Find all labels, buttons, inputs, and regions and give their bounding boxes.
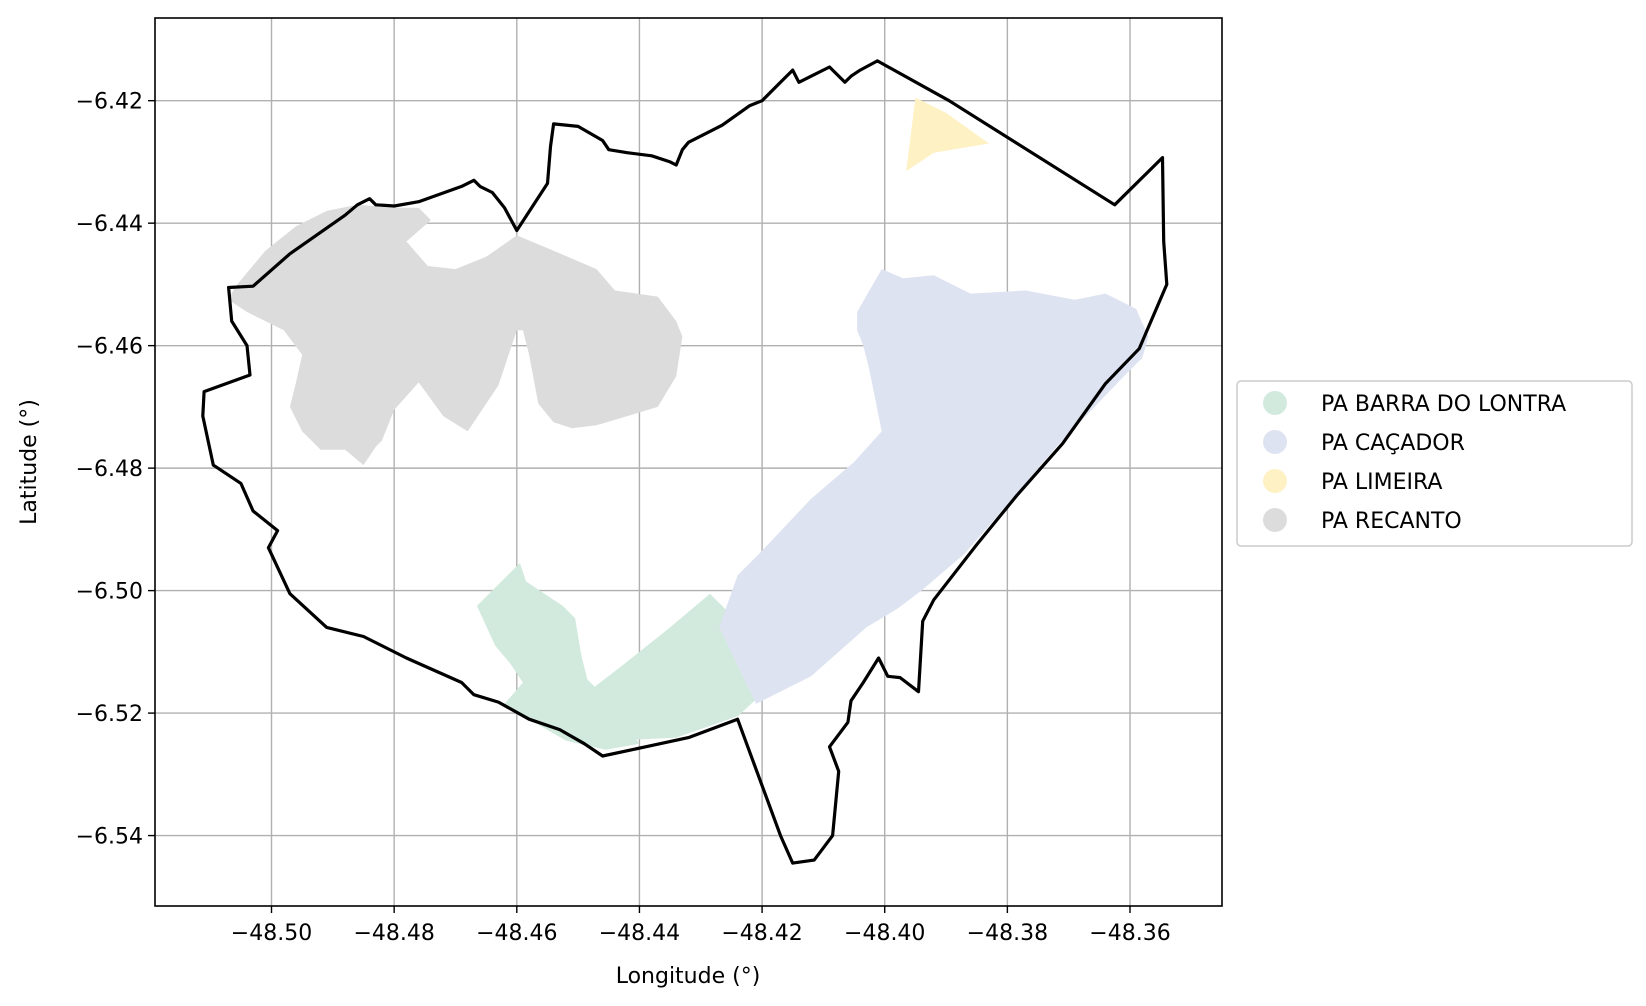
boundary-layer xyxy=(201,59,1169,865)
region-pa-cacador xyxy=(719,269,1149,704)
region-pa-recanto xyxy=(228,204,683,466)
y-tick-label: −6.48 xyxy=(76,457,143,482)
region-pa-limeira xyxy=(906,97,989,172)
legend-label: PA LIMEIRA xyxy=(1321,470,1442,495)
legend-label: PA BARRA DO LONTRA xyxy=(1321,392,1566,417)
legend-label: PA RECANTO xyxy=(1321,509,1462,534)
region-polygon xyxy=(228,204,683,466)
legend-marker xyxy=(1263,391,1287,415)
y-tick-label: −6.52 xyxy=(76,702,143,727)
x-tick-label: −48.48 xyxy=(353,921,434,946)
x-axis-label: Longitude (°) xyxy=(616,964,761,989)
x-tick-label: −48.38 xyxy=(967,921,1048,946)
legend-marker xyxy=(1263,430,1287,454)
x-tick-label: −48.44 xyxy=(599,921,680,946)
regions-layer xyxy=(228,97,1149,750)
x-tick-label: −48.46 xyxy=(476,921,557,946)
region-polygon xyxy=(719,269,1149,704)
plot-frame xyxy=(154,17,1223,907)
municipality-boundary xyxy=(201,59,1169,865)
x-tick-label: −48.40 xyxy=(844,921,925,946)
legend-marker xyxy=(1263,508,1287,532)
plot-area xyxy=(154,17,1223,907)
x-tick-label: −48.50 xyxy=(231,921,312,946)
y-axis-ticks: −6.42 −6.44 −6.46 −6.48 −6.50 −6.52 −6.54 xyxy=(76,90,155,850)
y-tick-label: −6.42 xyxy=(76,90,143,115)
legend-items: PA BARRA DO LONTRA PA CAÇADOR PA LIMEIRA PA… xyxy=(1263,391,1566,534)
legend-label: PA CAÇADOR xyxy=(1321,431,1465,456)
x-tick-label: −48.36 xyxy=(1089,921,1170,946)
y-axis-label: Latitude (°) xyxy=(17,399,42,525)
y-tick-label: −6.46 xyxy=(76,335,143,360)
y-tick-label: −6.50 xyxy=(76,580,143,605)
x-axis-ticks: −48.50 −48.48 −48.46 −48.44 −48.42 −48.40 −48.… xyxy=(231,906,1171,946)
legend: PA BARRA DO LONTRA PA CAÇADOR PA LIMEIRA PA… xyxy=(1236,380,1633,547)
y-tick-label: −6.54 xyxy=(76,825,143,850)
y-tick-label: −6.44 xyxy=(76,212,143,237)
legend-marker xyxy=(1263,469,1287,493)
region-polygon xyxy=(906,97,989,172)
x-tick-label: −48.42 xyxy=(721,921,802,946)
legend-box xyxy=(1236,380,1633,547)
